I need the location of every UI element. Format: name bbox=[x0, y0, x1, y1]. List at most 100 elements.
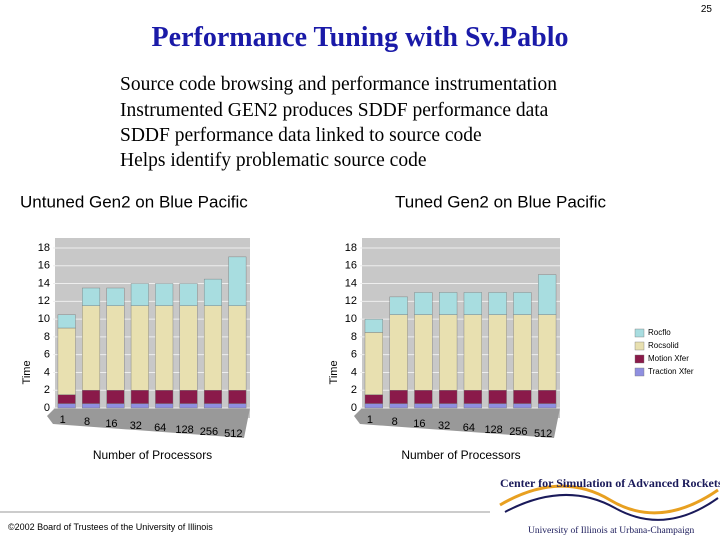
bar-segment bbox=[228, 305, 247, 391]
bar-segment bbox=[488, 314, 507, 391]
bar-segment bbox=[439, 390, 458, 404]
legend-swatch bbox=[634, 367, 645, 377]
footer: ©2002 Board of Trustees of the Universit… bbox=[8, 522, 213, 532]
x-tick-label: 256 bbox=[509, 426, 527, 438]
y-tick-label: 10 bbox=[345, 313, 357, 325]
bar-segment bbox=[414, 390, 433, 404]
y-tick-label: 6 bbox=[44, 349, 50, 361]
y-tick-label: 14 bbox=[38, 277, 50, 289]
bar-segment bbox=[82, 403, 101, 409]
x-axis-label: Number of Processors bbox=[401, 448, 520, 462]
y-tick-label: 0 bbox=[44, 402, 50, 414]
bar-segment bbox=[57, 394, 76, 404]
x-tick-label: 1 bbox=[60, 414, 66, 426]
bar-segment bbox=[82, 390, 101, 404]
legend-box bbox=[631, 325, 711, 379]
bar-segment bbox=[414, 292, 433, 315]
bar-segment bbox=[203, 305, 222, 391]
y-tick-label: 4 bbox=[351, 366, 357, 378]
legend-swatch bbox=[634, 328, 645, 338]
y-tick-label: 2 bbox=[44, 384, 50, 396]
bar-segment bbox=[82, 287, 101, 306]
plot-floor bbox=[47, 408, 250, 438]
bar-segment bbox=[488, 292, 507, 315]
y-tick-label: 0 bbox=[351, 402, 357, 414]
bar-segment bbox=[106, 287, 125, 306]
bar-segment bbox=[463, 390, 482, 404]
legend-label: Rocsolid bbox=[648, 341, 679, 350]
x-tick-label: 256 bbox=[200, 426, 218, 438]
bar-segment bbox=[389, 314, 408, 391]
y-tick-label: 8 bbox=[44, 331, 50, 343]
bar-segment bbox=[57, 327, 76, 395]
bar-segment bbox=[463, 314, 482, 391]
bar-segment bbox=[179, 283, 198, 306]
bar-segment bbox=[364, 332, 383, 395]
y-tick-label: 18 bbox=[345, 242, 357, 254]
x-tick-label: 128 bbox=[484, 424, 502, 436]
y-axis-label: Time bbox=[328, 360, 340, 384]
x-tick-label: 512 bbox=[534, 428, 552, 440]
bar-segment bbox=[179, 390, 198, 404]
bar-segment bbox=[414, 314, 433, 391]
y-tick-label: 2 bbox=[351, 384, 357, 396]
bar-segment bbox=[513, 314, 532, 391]
y-tick-label: 16 bbox=[345, 260, 357, 272]
bar-segment bbox=[364, 394, 383, 404]
bar-segment bbox=[82, 305, 101, 391]
bar-segment bbox=[155, 305, 174, 391]
bar-segment bbox=[513, 390, 532, 404]
x-tick-label: 1 bbox=[367, 414, 373, 426]
legend-swatch bbox=[634, 354, 645, 364]
chart-title: Untuned Gen2 on Blue Pacific bbox=[20, 192, 248, 211]
bar-segment bbox=[439, 403, 458, 409]
x-tick-label: 32 bbox=[130, 420, 142, 432]
bar-segment bbox=[389, 403, 408, 409]
bar-segment bbox=[538, 274, 557, 315]
y-tick-label: 6 bbox=[351, 349, 357, 361]
page-number: 25 bbox=[700, 4, 712, 15]
bar-segment bbox=[203, 403, 222, 409]
bar-segment bbox=[463, 403, 482, 409]
bar-segment bbox=[155, 283, 174, 306]
bullet: Instrumented GEN2 produces SDDF performa… bbox=[120, 100, 549, 121]
bar-segment bbox=[106, 305, 125, 391]
y-tick-label: 12 bbox=[345, 295, 357, 307]
bar-segment bbox=[414, 403, 433, 409]
x-tick-label: 64 bbox=[154, 422, 166, 434]
x-tick-label: 32 bbox=[438, 420, 450, 432]
plot-floor bbox=[354, 408, 560, 438]
legend-label: Rocflo bbox=[648, 328, 671, 337]
bullet: SDDF performance data linked to source c… bbox=[120, 125, 482, 146]
bar-segment bbox=[364, 318, 383, 333]
y-axis-label: Time bbox=[21, 360, 33, 384]
bar-segment bbox=[130, 390, 149, 404]
logo-swoosh bbox=[504, 493, 719, 521]
x-tick-label: 8 bbox=[392, 416, 398, 428]
y-tick-label: 10 bbox=[38, 313, 50, 325]
y-tick-label: 16 bbox=[38, 260, 50, 272]
bar-segment bbox=[364, 403, 383, 409]
y-tick-label: 14 bbox=[345, 277, 357, 289]
bar-segment bbox=[203, 390, 222, 404]
x-axis-label: Number of Processors bbox=[93, 448, 212, 462]
bar-segment bbox=[179, 403, 198, 409]
bar-segment bbox=[439, 314, 458, 391]
legend-label: Motion Xfer bbox=[648, 354, 689, 363]
x-tick-label: 16 bbox=[105, 418, 117, 430]
x-tick-label: 512 bbox=[224, 428, 242, 440]
bar-segment bbox=[538, 403, 557, 409]
bar-segment bbox=[130, 403, 149, 409]
bar-segment bbox=[228, 403, 247, 409]
y-tick-label: 12 bbox=[38, 295, 50, 307]
bullet: Source code browsing and performance ins… bbox=[120, 74, 557, 95]
bar-segment bbox=[57, 403, 76, 409]
slide-title: Performance Tuning with Sv.Pablo bbox=[151, 22, 569, 53]
chart-title: Tuned Gen2 on Blue Pacific bbox=[395, 192, 607, 211]
bar-segment bbox=[130, 305, 149, 391]
bar-segment bbox=[439, 292, 458, 315]
bar-segment bbox=[488, 403, 507, 409]
bar-segment bbox=[155, 390, 174, 404]
